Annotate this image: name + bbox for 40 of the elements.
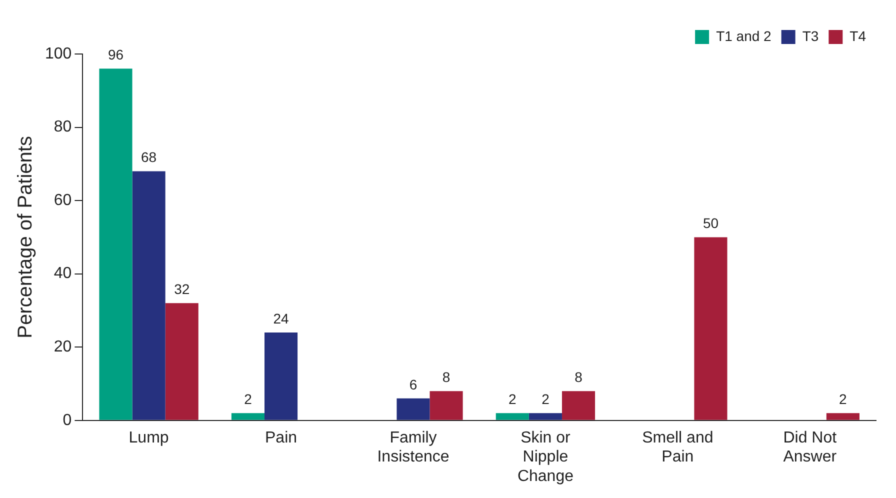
data-label: 68 <box>141 149 157 166</box>
bar <box>694 237 728 420</box>
bar <box>99 68 132 420</box>
bar <box>562 391 596 420</box>
bar <box>496 413 529 420</box>
y-tick-label: 0 <box>62 412 72 429</box>
bar <box>231 413 264 420</box>
legend-label: T3 <box>802 28 819 44</box>
data-label: 2 <box>244 390 252 407</box>
data-label: 50 <box>702 215 719 232</box>
x-tick-label: Lump <box>128 429 169 446</box>
data-label: 96 <box>108 46 124 63</box>
data-label: 8 <box>574 368 583 385</box>
bar <box>430 391 463 420</box>
data-label: 24 <box>273 310 290 326</box>
x-tick-label: Family Insistence <box>377 429 450 466</box>
data-label: 6 <box>409 376 418 392</box>
data-label: 2 <box>508 390 517 407</box>
legend-label: T4 <box>850 28 866 44</box>
y-tick-label: 60 <box>54 192 72 209</box>
data-label: 2 <box>839 390 848 407</box>
bar <box>264 332 298 420</box>
y-tick-label: 100 <box>44 45 72 62</box>
bar <box>132 171 166 420</box>
bar <box>165 303 198 420</box>
y-axis-title: Percentage of Patients <box>14 136 37 338</box>
legend-label: T1 and 2 <box>716 28 772 44</box>
x-tick-label: Smell and Pain <box>642 429 714 466</box>
data-label: 32 <box>174 281 190 298</box>
x-tick-label: Pain <box>265 429 298 446</box>
y-tick-label: 20 <box>54 338 72 356</box>
x-tick-label: Did Not Answer <box>783 429 838 466</box>
y-tick-label: 40 <box>54 265 72 282</box>
bar <box>826 413 860 420</box>
bar <box>528 413 562 420</box>
data-label: 8 <box>442 368 450 385</box>
data-label: 2 <box>542 390 550 407</box>
bar <box>396 398 430 420</box>
x-tick-label: Skin or Nipple Change <box>517 429 574 485</box>
y-tick-label: 80 <box>54 118 72 136</box>
